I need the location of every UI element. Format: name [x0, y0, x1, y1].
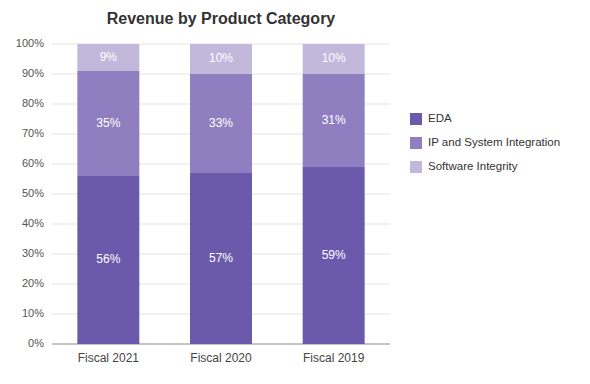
y-tick-label: 30% [22, 247, 44, 259]
y-tick-label: 20% [22, 277, 44, 289]
y-axis: 0% 10% 20% 30% 40% 50% 60% 70% 80% 90% 100% [16, 37, 390, 349]
chart-svg: Revenue by Product Category 0% 10% 20% 30% 40… [0, 0, 590, 384]
data-label: 31% [322, 113, 346, 127]
y-tick-label: 0% [28, 337, 44, 349]
y-tick-label: 90% [22, 67, 44, 79]
y-tick-label: 10% [22, 307, 44, 319]
chart-container: Revenue by Product Category 0% 10% 20% 30% 40… [0, 0, 590, 384]
data-label: 59% [322, 248, 346, 262]
data-labels: 56% 57% 59% 35% 33% 31% 9% 10% 10% [96, 50, 346, 267]
data-label: 57% [209, 251, 233, 265]
data-label: 56% [96, 252, 120, 266]
data-label: 35% [96, 116, 120, 130]
legend-label: IP and System Integration [428, 136, 560, 148]
legend-label: Software Integrity [428, 160, 518, 172]
data-label: 9% [100, 50, 118, 64]
x-tick-label: Fiscal 2019 [303, 351, 365, 365]
data-label: 10% [209, 51, 233, 65]
legend-swatch [410, 137, 422, 149]
bar-segment [303, 44, 365, 74]
bars [77, 44, 364, 344]
chart-title: Revenue by Product Category [107, 10, 336, 27]
legend-label: EDA [428, 112, 452, 124]
x-axis: Fiscal 2021 Fiscal 2020 Fiscal 2019 [78, 351, 365, 365]
bar-segment [77, 71, 139, 176]
bar-segment [190, 44, 252, 74]
y-tick-label: 60% [22, 157, 44, 169]
x-tick-label: Fiscal 2021 [78, 351, 140, 365]
bar-segment [77, 44, 139, 71]
bar-segment [303, 74, 365, 167]
legend-swatch [410, 113, 422, 125]
x-tick-label: Fiscal 2020 [190, 351, 252, 365]
y-tick-label: 70% [22, 127, 44, 139]
data-label: 10% [322, 51, 346, 65]
bar-segment [190, 173, 252, 344]
data-label: 33% [209, 116, 233, 130]
y-tick-label: 100% [16, 37, 44, 49]
y-tick-label: 50% [22, 187, 44, 199]
legend-swatch [410, 161, 422, 173]
bar-segment [77, 176, 139, 344]
y-tick-label: 80% [22, 97, 44, 109]
y-tick-label: 40% [22, 217, 44, 229]
legend: EDA IP and System Integration Software Int… [410, 112, 560, 173]
bar-segment [303, 167, 365, 344]
bar-segment [190, 74, 252, 173]
